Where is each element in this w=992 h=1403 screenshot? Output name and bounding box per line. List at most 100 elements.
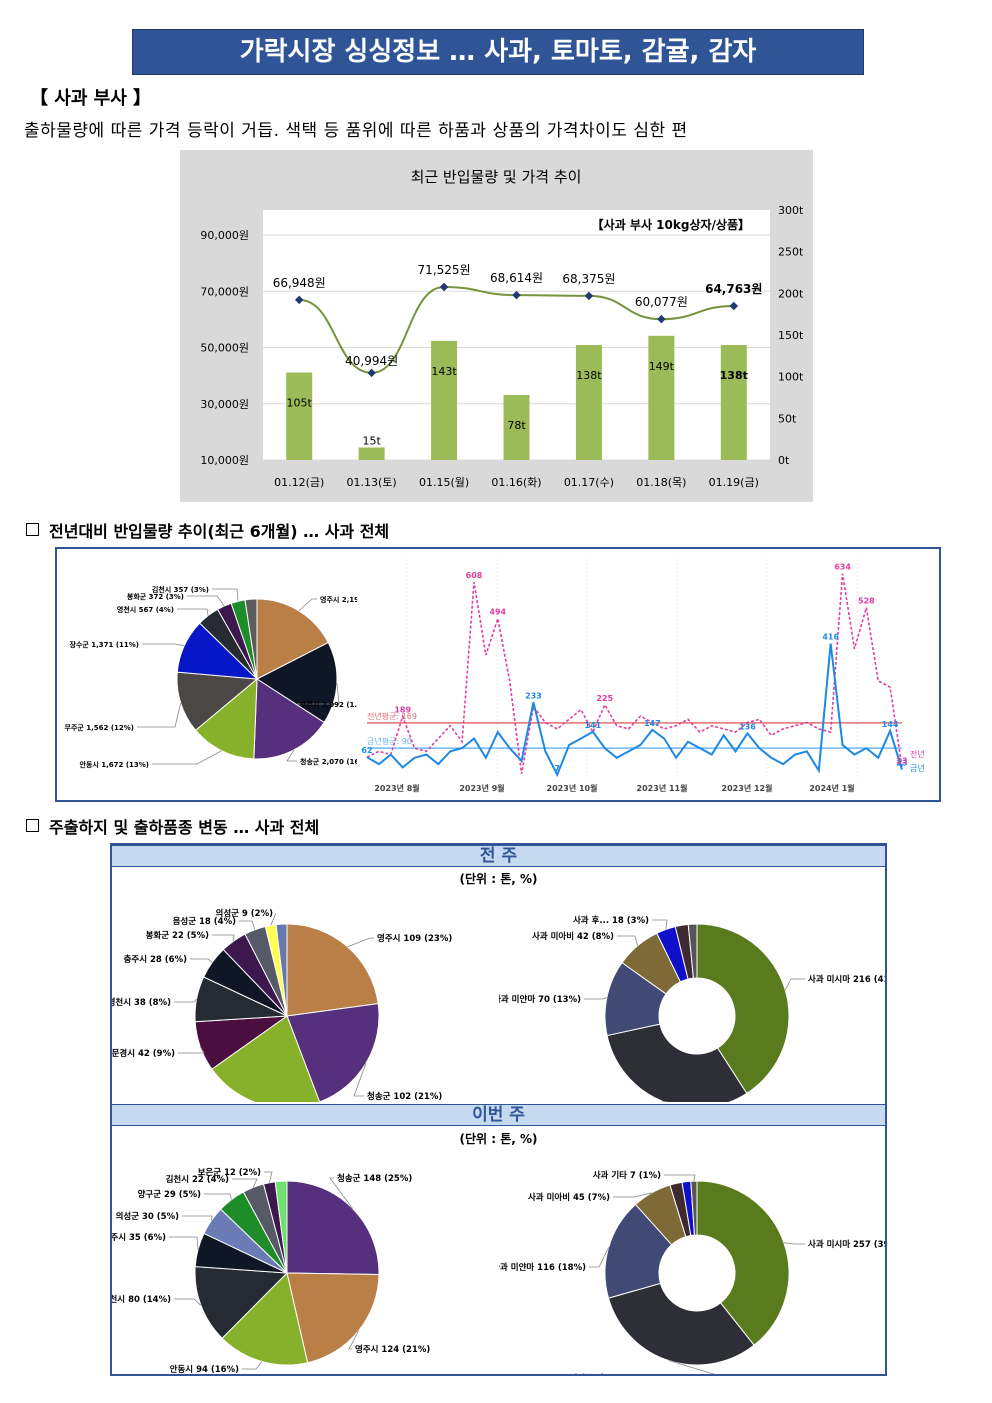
legend-item: 전년 <box>910 749 925 759</box>
slice-label: 충주시 28 (6%) <box>124 954 188 965</box>
pie-slice <box>274 1180 288 1274</box>
yoy-trend-chart: 전년평균: 169 금년평균: 90 2023년 8월 2023년 9월 2023년 1… <box>361 559 925 793</box>
slice-label: 사과 미얀마 116 (18%) <box>499 1262 586 1273</box>
point-label: 494 <box>489 608 506 617</box>
section-yoy-heading: 전년대비 반입물량 추이(최근 6개월) … 사과 전체 <box>26 518 389 542</box>
slice-label: 음성군 18 (4%) <box>173 916 237 927</box>
checkbox-icon <box>26 523 39 536</box>
price-marker <box>512 290 521 300</box>
y-right-tick: 250t <box>778 246 804 259</box>
leader-line <box>187 595 225 607</box>
price-label: 68,375원 <box>562 272 615 286</box>
slice-label: 문경시 42 (9%) <box>112 1048 175 1059</box>
bar-label: 138t <box>720 369 748 382</box>
slice-label: 영천시 567 (4%) <box>117 605 174 614</box>
slice-label: 사과 미아비 42 (8%) <box>532 931 614 942</box>
slice-label: 사과 미시마 257 (39%) <box>808 1239 885 1250</box>
point-label: 62 <box>361 746 372 755</box>
slice-label: 사과 기타 7 (1%) <box>593 1170 661 1181</box>
leader-line <box>347 937 374 948</box>
slice-label: 안동시 1,672 (13%) <box>80 760 150 769</box>
price-label: 60,077원 <box>635 295 688 309</box>
prev-week-header: 전 주 <box>112 845 885 867</box>
x-tick: 2023년 10월 <box>547 783 598 793</box>
reference-label: 금년평균: 90 <box>367 736 412 746</box>
y-left-tick: 50,000원 <box>200 342 249 355</box>
price-label: 64,763원 <box>705 282 762 296</box>
leader-line <box>137 702 182 728</box>
slice-label: 영주시 109 (23%) <box>377 933 452 944</box>
y-right-tick: 50t <box>778 412 797 425</box>
slice-label: 무주군 1,562 (12%) <box>65 724 135 732</box>
leader-line <box>142 643 185 647</box>
leader-line <box>232 1178 258 1188</box>
pie-slice <box>244 598 258 680</box>
point-label: 136 <box>739 722 756 731</box>
y-right-tick: 200t <box>778 287 804 300</box>
slice-label: 의성군 9 (2%) <box>216 908 274 919</box>
bar <box>358 447 385 460</box>
x-tick: 2023년 8월 <box>374 783 419 793</box>
point-label: 7 <box>554 764 560 773</box>
slice-label: 청송군 148 (25%) <box>337 1173 412 1184</box>
section-heading-apple-fuji: 【 사과 부사 】 <box>30 88 152 109</box>
price-label: 68,614원 <box>490 271 543 285</box>
slice-label: 충주시 35 (6%) <box>112 1232 166 1243</box>
point-label: 634 <box>834 563 851 572</box>
slice-label: 양구군 29 (5%) <box>138 1189 202 1200</box>
bar-label: 138t <box>576 369 602 382</box>
slice-label: 청송군 2,070 (16%) <box>300 757 357 766</box>
slice-label: 안동시 94 (16%) <box>170 1364 239 1374</box>
this-week-variety-donut: 사과 미시마 257 (39%) 사과 부사 204 (31%) 사과 미얀마 11… <box>499 1170 885 1374</box>
chart-title: 최근 반입물량 및 가격 추이 <box>411 168 582 186</box>
prev-week-origin-pie: 영주시 109 (23%)청송군 102 (21%)안동시 100 (21%)문… <box>112 908 452 1102</box>
slice-label: 장수군 1,371 (11%) <box>70 640 140 649</box>
bar-label: 143t <box>431 365 457 378</box>
series-line <box>366 573 903 774</box>
leader-line <box>212 588 239 602</box>
leader-line <box>298 598 317 612</box>
price-volume-chart: 최근 반입물량 및 가격 추이 10,000원 30,000원 50,000원 70,0… <box>180 150 813 502</box>
x-tick: 01.16(화) <box>491 476 541 489</box>
prev-week-unit: (단위 : 톤, %) <box>459 872 538 886</box>
bar <box>720 345 747 460</box>
bar-label: 149t <box>649 360 675 373</box>
x-tick: 01.12(금) <box>274 476 324 489</box>
slice-label: 봉화군 372 (3%) <box>127 592 184 601</box>
leader-line <box>212 934 235 942</box>
chart-annotation: 【사과 부사 10kg상자/상품】 <box>592 217 750 232</box>
section-origin-title: 주출하지 및 출하품종 변동 … 사과 전체 <box>49 818 320 837</box>
slice-label: 김천시 357 (3%) <box>152 585 209 594</box>
leader-line <box>589 1247 609 1268</box>
x-tick: 2024년 1월 <box>809 783 854 793</box>
point-label: 141 <box>585 721 602 730</box>
leader-line <box>177 608 209 616</box>
pie-slice <box>607 1282 755 1366</box>
page-title: 가락시장 싱싱정보 … 사과, 토마토, 감귤, 감자 <box>132 29 864 75</box>
leader-line <box>239 920 256 930</box>
point-label: 233 <box>525 691 542 700</box>
y-right-tick: 0t <box>778 454 790 467</box>
y-left-tick: 90,000원 <box>200 229 249 242</box>
point-label: 23 <box>896 756 907 765</box>
pie-slice <box>690 1180 698 1236</box>
price-marker <box>367 368 376 378</box>
slice-label: 사과 미얀마 70 (13%) <box>499 994 581 1005</box>
price-marker <box>584 291 594 301</box>
leader-line <box>784 978 805 991</box>
point-label: 416 <box>822 633 839 642</box>
leader-line <box>286 749 297 762</box>
this-week-origin-pie: 청송군 148 (25%) 영주시 124 (21%) 안동시 94 (16%) 영천… <box>112 1168 430 1374</box>
pie-slice <box>256 598 329 680</box>
point-label: 189 <box>394 705 411 714</box>
leader-line <box>152 750 222 765</box>
price-volume-chart-svg: 최근 반입물량 및 가격 추이 10,000원 30,000원 50,000원 70,0… <box>200 168 804 489</box>
bar <box>286 372 313 460</box>
pie-slice <box>275 923 288 1017</box>
slice-label: 보은군 12 (2%) <box>198 1168 262 1178</box>
leader-line <box>613 1192 652 1198</box>
price-marker <box>729 301 739 311</box>
y-left-tick: 10,000원 <box>200 454 249 467</box>
y-left-tick: 30,000원 <box>200 398 249 411</box>
x-tick: 01.13(토) <box>347 476 397 489</box>
